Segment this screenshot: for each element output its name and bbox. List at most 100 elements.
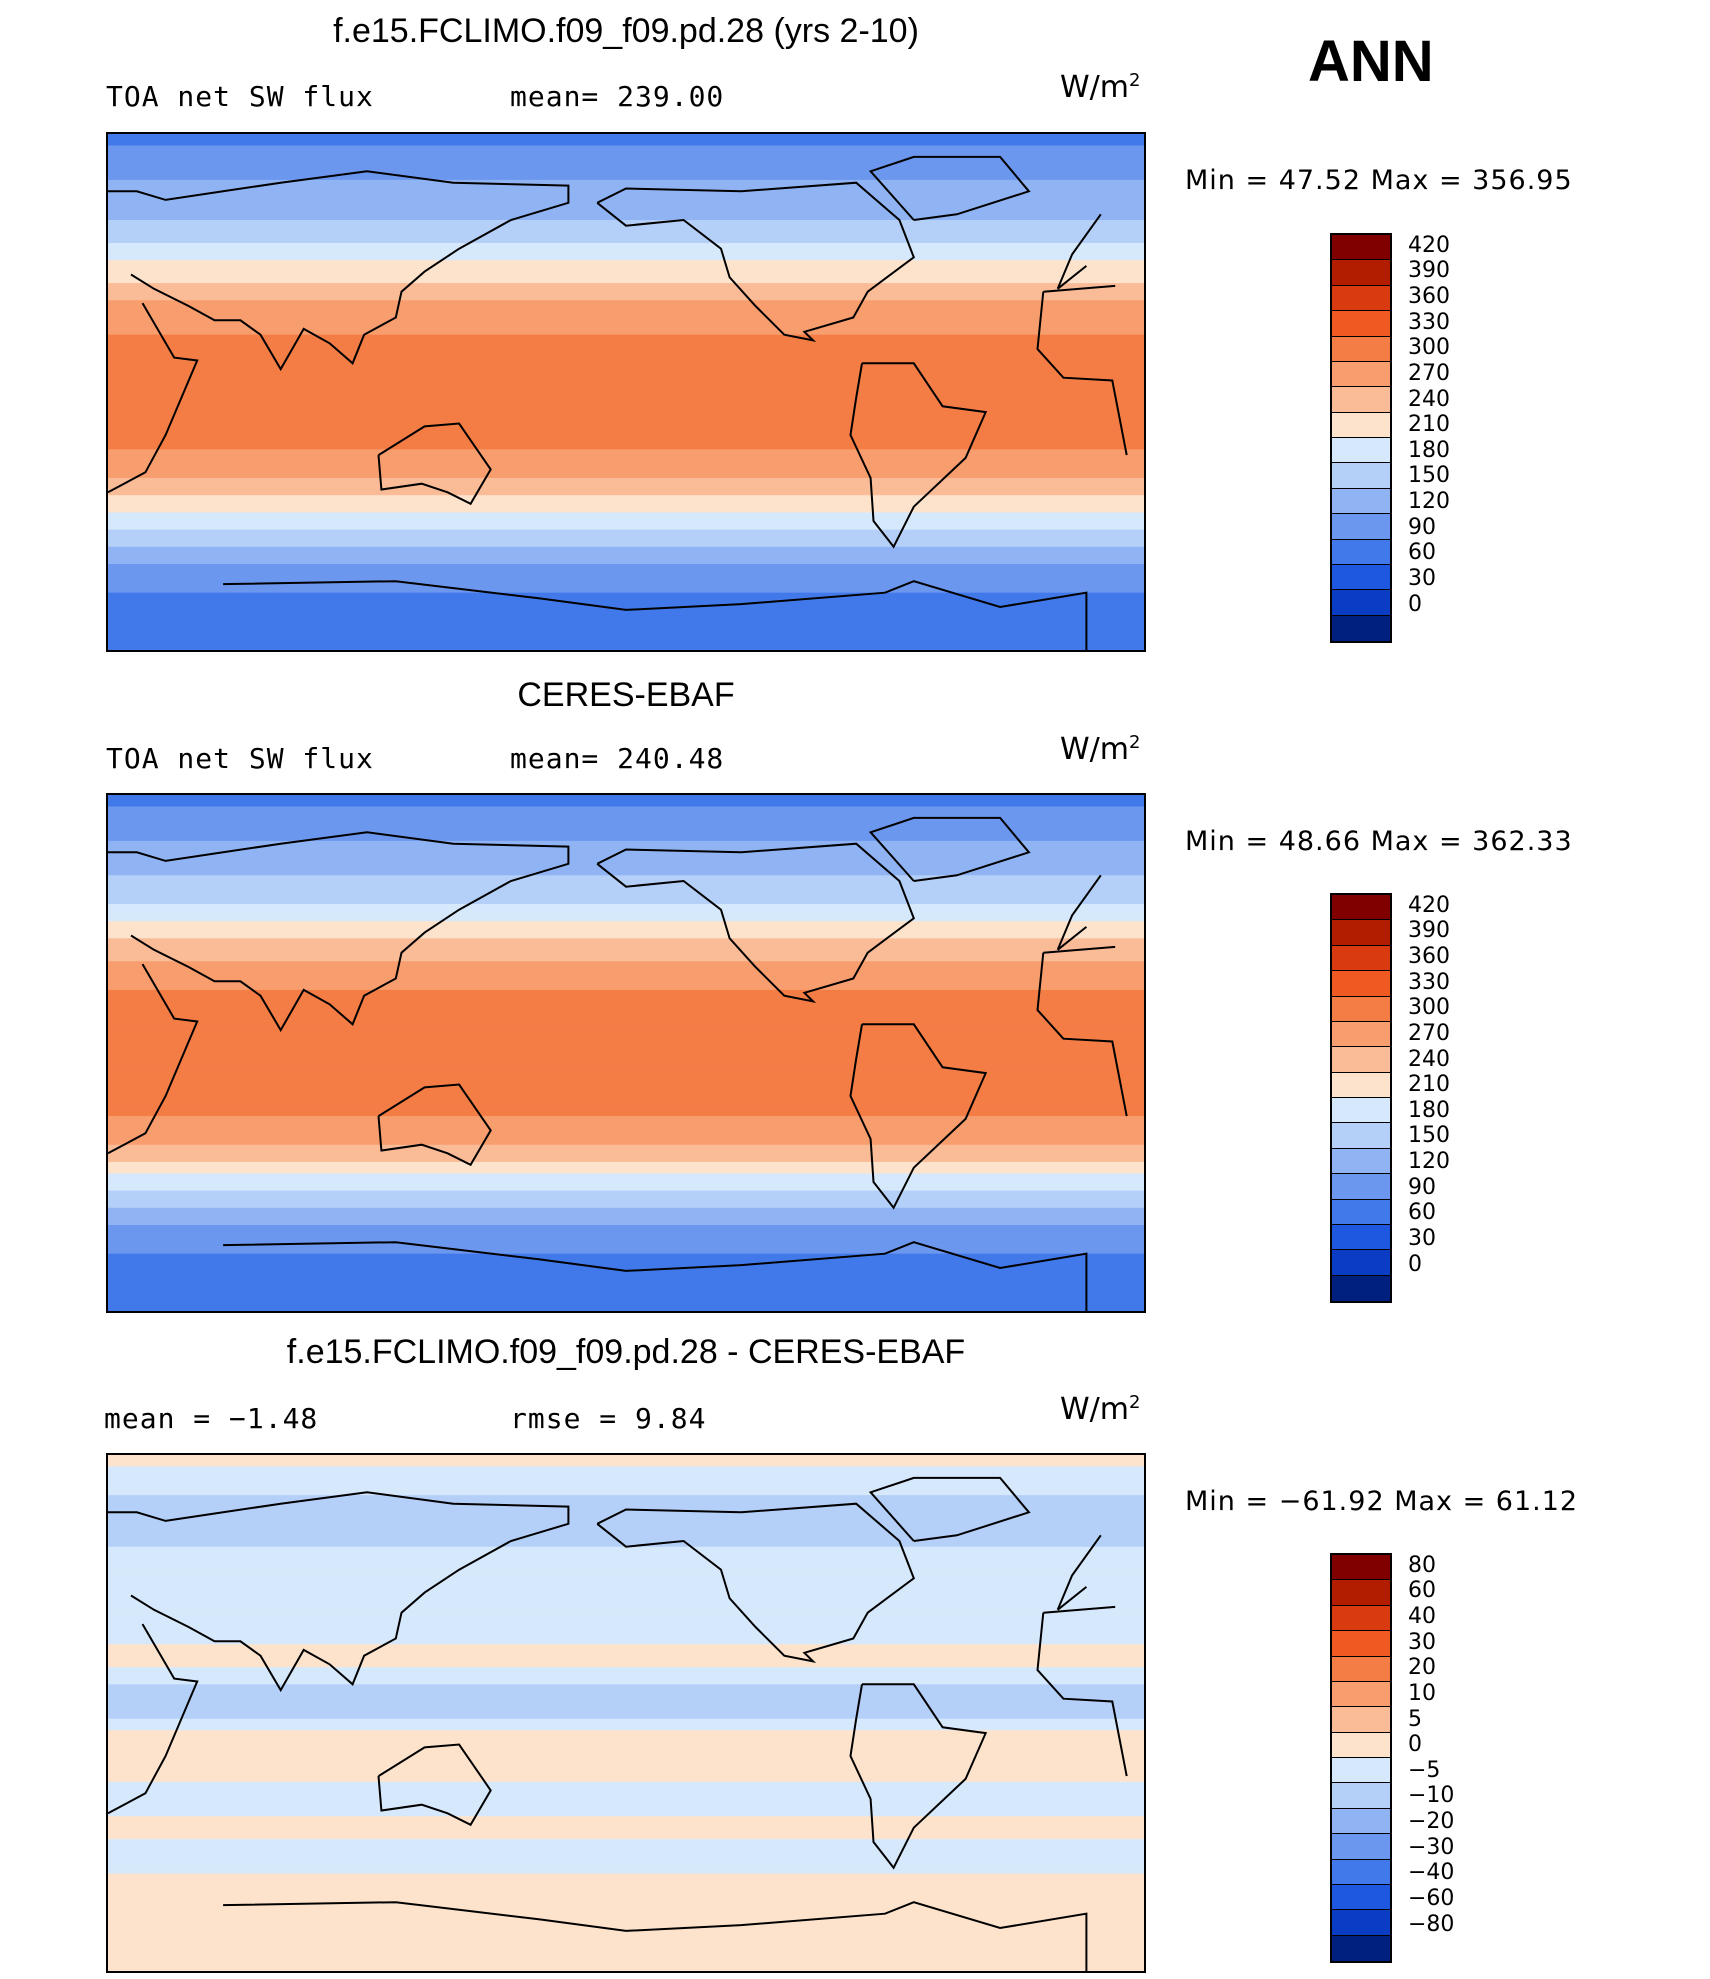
map-band (108, 1276, 1144, 1283)
map-band (108, 915, 1144, 922)
colorbar-cell (1332, 1174, 1390, 1200)
colorbar-cell (1332, 260, 1390, 286)
map-band (108, 1896, 1144, 1903)
panel-3-rmse: rmse = 9.84 (510, 1402, 707, 1435)
map-band (108, 1609, 1144, 1617)
colorbar-cell (1332, 387, 1390, 413)
map-band (108, 1541, 1144, 1548)
map-band (108, 1167, 1144, 1174)
coastline (868, 1476, 1031, 1542)
colorbar-tick-label: 30 (1408, 565, 1436, 591)
colorbar-tick-label: 360 (1408, 284, 1450, 310)
colorbar-cell (1332, 361, 1390, 388)
map-band (108, 1569, 1144, 1576)
map-band (108, 1667, 1144, 1674)
map-band (108, 179, 1144, 187)
map-band (108, 191, 1144, 198)
map-band (108, 903, 1144, 911)
colorbar-tick-label: 10 (1408, 1680, 1436, 1706)
map-band (108, 840, 1144, 848)
map-band (108, 1730, 1144, 1737)
panel-2-colorbar (1330, 893, 1392, 1303)
map-band (108, 829, 1144, 836)
map-band (108, 569, 1144, 577)
map-band (108, 806, 1144, 813)
map-band (108, 455, 1144, 462)
map-band (108, 1850, 1144, 1857)
map-band (108, 955, 1144, 962)
map-band (108, 564, 1144, 571)
map-band (108, 1230, 1144, 1238)
panel-2-minmax: Min = 48.66 Max = 362.33 (1185, 826, 1573, 857)
map-band (108, 466, 1144, 473)
map-band (108, 139, 1144, 147)
map-band (108, 1265, 1144, 1272)
map-band (108, 340, 1144, 347)
colorbar-cell (1332, 920, 1390, 946)
colorbar-cell (1332, 285, 1390, 312)
map-band (108, 1885, 1144, 1892)
map-band (108, 306, 1144, 313)
colorbar-tick-label: −10 (1408, 1783, 1455, 1809)
map-band (108, 1804, 1144, 1812)
colorbar-tick-label: 300 (1408, 995, 1450, 1021)
map-band (108, 277, 1144, 284)
map-band (108, 386, 1144, 393)
map-band (108, 506, 1144, 513)
map-band (108, 220, 1144, 227)
map-band (108, 644, 1144, 650)
map-band (108, 1575, 1144, 1582)
map-band (108, 938, 1144, 945)
map-band (108, 1902, 1144, 1909)
coastline (223, 580, 1088, 650)
map-band (108, 1678, 1144, 1685)
map-band (108, 1156, 1144, 1163)
map-band (108, 1558, 1144, 1565)
map-band (108, 443, 1144, 450)
colorbar-cell (1332, 1148, 1390, 1175)
map-band (108, 1093, 1144, 1100)
map-band (108, 1959, 1144, 1966)
map-band (108, 967, 1144, 974)
map-band (108, 926, 1144, 934)
map-band (108, 1007, 1144, 1014)
map-band (108, 1477, 1144, 1485)
map-band (108, 972, 1144, 980)
map-band (108, 1690, 1144, 1697)
map-band (108, 460, 1144, 468)
colorbar-tick-label: 240 (1408, 386, 1450, 412)
panel-2-variable: TOA net SW flux (106, 742, 374, 775)
colorbar-tick-label: 30 (1408, 1629, 1436, 1655)
colorbar-cell (1332, 1732, 1390, 1758)
coastline (849, 362, 988, 549)
map-band (108, 1839, 1144, 1846)
map-band (108, 1856, 1144, 1863)
map-band (108, 944, 1144, 951)
map-band (108, 403, 1144, 410)
map-band (108, 1535, 1144, 1542)
map-band (108, 1455, 1144, 1462)
map-band (108, 1586, 1144, 1594)
map-band (108, 1161, 1144, 1169)
coastline (108, 1491, 1102, 1693)
map-band (108, 1012, 1144, 1020)
map-band (108, 1890, 1144, 1898)
map-band (108, 1776, 1144, 1783)
coastline (108, 170, 1102, 372)
map-band (108, 1127, 1144, 1134)
map-band (108, 1581, 1144, 1588)
colorbar-cell (1332, 311, 1390, 337)
map-band (108, 529, 1144, 536)
map-band (108, 1879, 1144, 1886)
map-band (108, 1747, 1144, 1754)
map-band (108, 1592, 1144, 1599)
colorbar-tick-label: 40 (1408, 1604, 1436, 1630)
colorbar-tick-label: 60 (1408, 540, 1436, 566)
map-band (108, 1707, 1144, 1714)
colorbar-tick-label: −30 (1408, 1834, 1455, 1860)
map-band (108, 1695, 1144, 1703)
map-band (108, 1907, 1144, 1915)
map-band (108, 351, 1144, 359)
map-band (108, 317, 1144, 324)
map-band (108, 823, 1144, 830)
